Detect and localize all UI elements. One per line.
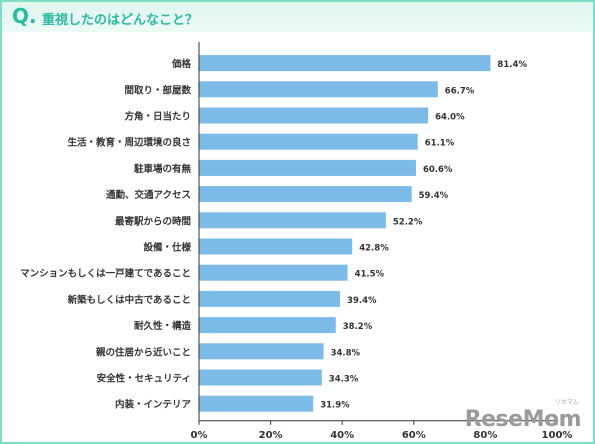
data-label: 31.9% [320,401,350,411]
data-label: 60.6% [423,165,453,175]
bar [199,55,491,72]
data-label: 38.2% [343,322,373,332]
category-label: マンションもしくは一戸建てであること [20,268,191,280]
data-label: 81.4% [497,60,527,70]
category-label: 間取り・部屋数 [124,84,191,96]
question-header: Q. 重視したのはどんなこと？ [2,2,593,32]
category-label: 内装・インテリア [115,399,192,411]
bar [199,81,438,98]
data-label: 61.1% [425,139,455,149]
category-label: 新築もしくは中古であること [68,294,191,306]
bar [199,186,412,203]
bar [199,159,416,176]
data-label: 64.0% [435,113,465,123]
resemom-logo: ReseMom [464,407,582,432]
bar [199,264,348,281]
bar [199,343,324,360]
bar [199,395,314,412]
data-label: 59.4% [419,191,449,201]
bar [199,133,418,150]
data-label: 41.5% [355,270,385,280]
x-tick-label: 0% [191,430,208,441]
bar [199,212,386,229]
question-mark-label: Q. [12,4,37,28]
bar [199,107,429,124]
category-label: 方角・日当たり [124,111,191,123]
category-label: 設備・仕様 [143,242,191,254]
category-label: 価格 [171,58,192,70]
data-label: 66.7% [445,86,475,96]
category-label: 生活・教育・周辺環境の良さ [67,137,191,149]
bar [199,290,341,307]
data-label: 42.8% [359,244,389,254]
category-label: 駐車場の有無 [134,163,192,175]
data-label: 39.4% [347,296,377,306]
x-tick-label: 100% [542,430,573,441]
x-tick-label: 80% [473,430,497,441]
logo-subtext: リセマム [554,399,579,406]
bar [199,238,353,255]
x-tick-label: 20% [259,430,283,441]
axis-layer: 0% 20% 40% 60% 80% 100% [191,42,573,441]
x-tick-label: 40% [330,430,354,441]
category-label: 通勤、交通アクセス [106,189,191,201]
data-label: 34.8% [331,348,361,358]
chart-title: 重視したのはどんなこと？ [42,13,199,28]
bars-layer: 価格 81.4% 間取り・部屋数 66.7% 方角・日当たり 64.0% 生活・教育・周辺環… [20,55,527,412]
bar [199,369,322,386]
data-label: 52.2% [393,217,423,227]
x-tick-label: 60% [402,430,426,441]
logo-text: ReseMom [464,407,582,432]
category-label: 耐久性・構造 [134,320,192,332]
data-label: 34.3% [329,375,359,385]
category-label: 最寄駅からの時間 [115,215,191,227]
category-label: 安全性・セキュリティ [97,373,191,385]
bar [199,317,336,334]
category-label: 親の住居から近いこと [96,346,191,358]
